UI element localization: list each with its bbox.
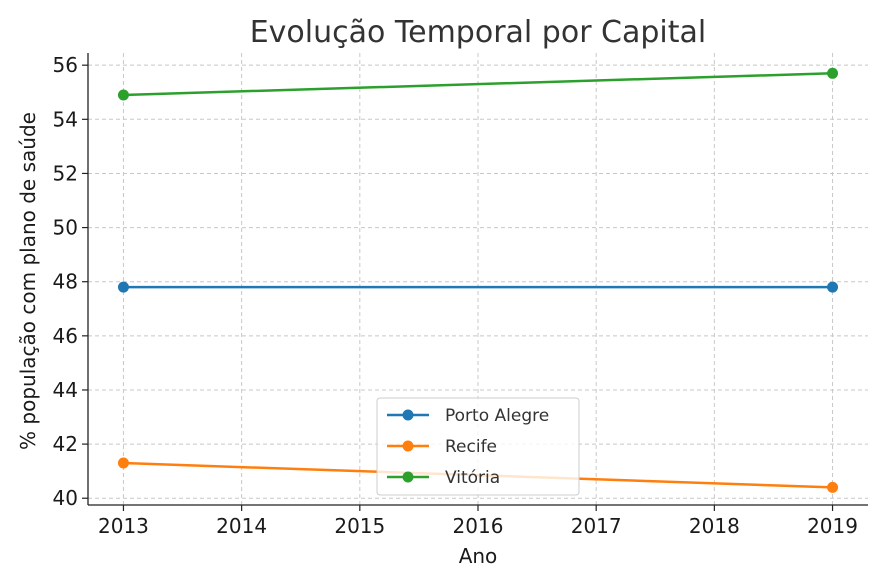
- series-2: [117, 67, 839, 101]
- data-point: [827, 281, 839, 293]
- y-tick-label: 52: [53, 161, 78, 185]
- x-tick-label: 2014: [216, 514, 267, 538]
- x-axis-ticks: 2013 2014 2015 2016 2017 2018 2019: [98, 505, 858, 538]
- x-tick-label: 2019: [807, 514, 858, 538]
- x-axis-label: Ano: [459, 544, 498, 568]
- legend-marker: [402, 440, 414, 452]
- series-0: [117, 281, 839, 293]
- legend-marker: [402, 471, 414, 483]
- x-tick-label: 2013: [98, 514, 149, 538]
- y-tick-label: 44: [53, 378, 78, 402]
- x-tick-label: 2017: [571, 514, 622, 538]
- x-tick-label: 2018: [689, 514, 740, 538]
- x-tick-label: 2015: [334, 514, 385, 538]
- legend-box: [376, 397, 580, 496]
- grid: [88, 53, 868, 505]
- y-axis-label: % população com plano de saúde: [16, 112, 40, 450]
- legend-label: Vitória: [445, 468, 500, 488]
- y-tick-label: 48: [53, 270, 78, 294]
- y-tick-label: 40: [53, 486, 78, 510]
- legend-item: Porto Alegre: [387, 406, 549, 426]
- legend-item: Vitória: [387, 468, 500, 488]
- y-tick-label: 46: [53, 324, 78, 348]
- y-tick-label: 54: [53, 107, 78, 131]
- legend-label: Recife: [445, 437, 497, 457]
- y-tick-label: 56: [53, 53, 78, 77]
- y-axis-ticks: 40 42 44 46 48 50 52 54 56: [53, 53, 88, 510]
- data-point: [117, 89, 129, 101]
- y-tick-label: 50: [53, 216, 78, 240]
- legend-item: Recife: [387, 437, 497, 457]
- data-point: [827, 481, 839, 493]
- legend-marker: [402, 409, 414, 421]
- data-point: [117, 457, 129, 469]
- data-point: [827, 67, 839, 79]
- series-line: [123, 72, 833, 97]
- legend: Porto Alegre Recife Vitória: [376, 397, 580, 496]
- legend-label: Porto Alegre: [445, 406, 549, 426]
- chart-title: Evolução Temporal por Capital: [250, 15, 707, 50]
- y-tick-label: 42: [53, 432, 78, 456]
- data-point: [117, 281, 129, 293]
- x-tick-label: 2016: [453, 514, 504, 538]
